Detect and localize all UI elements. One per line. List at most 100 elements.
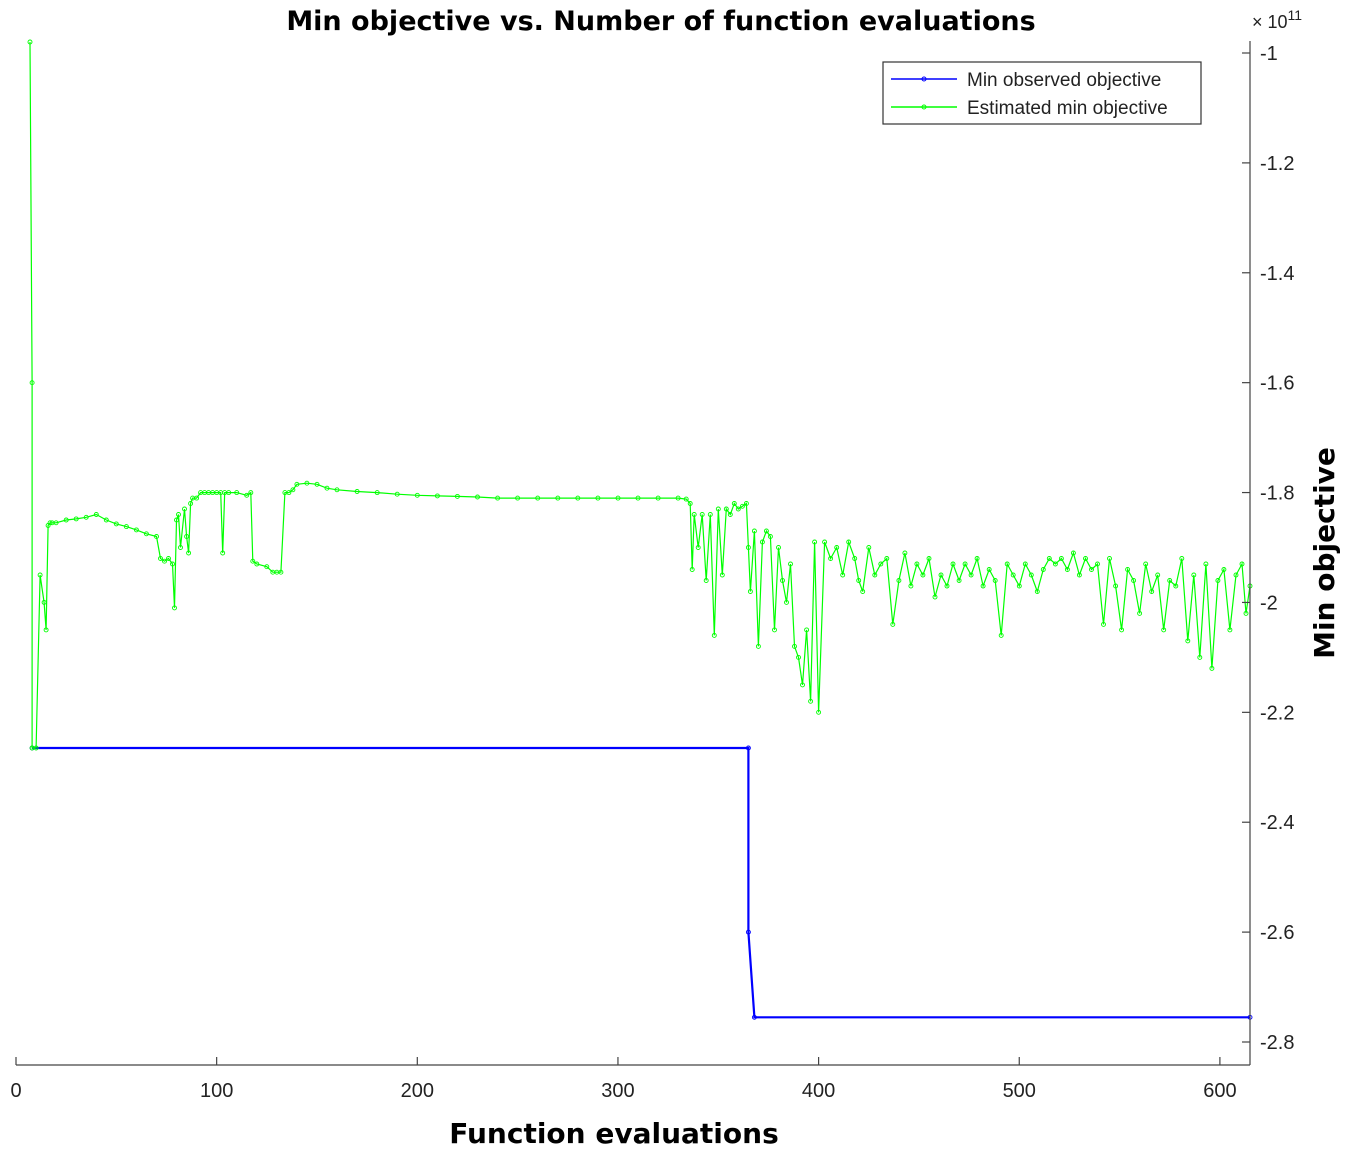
y-tick-label: -2.6 (1260, 922, 1294, 944)
data-point (691, 512, 697, 517)
data-point (1149, 589, 1155, 594)
data-point (1167, 578, 1173, 583)
data-point (354, 489, 360, 494)
plot-area (27, 39, 1253, 1020)
data-point (745, 745, 751, 751)
data-point (248, 490, 254, 496)
data-point (1010, 572, 1016, 578)
data-point (37, 572, 43, 578)
data-point (800, 682, 805, 688)
series-line (32, 746, 1250, 1019)
data-point (796, 654, 801, 660)
data-point (33, 745, 39, 751)
data-point (1004, 561, 1010, 567)
data-point (1083, 556, 1088, 561)
data-point (745, 545, 751, 550)
data-point (1203, 561, 1209, 567)
data-point (244, 492, 250, 498)
y-tick-label: -1.6 (1260, 373, 1294, 395)
data-point (804, 627, 810, 633)
data-point (788, 561, 793, 567)
data-point (1113, 583, 1119, 589)
y-tick-label: -1.4 (1260, 263, 1294, 285)
y-tick-label: -2.8 (1260, 1032, 1294, 1054)
data-point (294, 481, 300, 487)
data-point (254, 561, 260, 567)
x-tick-label: 0 (10, 1080, 21, 1102)
data-point (968, 572, 974, 578)
data-point (186, 550, 192, 556)
data-point (683, 496, 689, 502)
data-point (950, 561, 956, 567)
data-point (792, 643, 797, 649)
data-point (932, 594, 938, 600)
data-point (751, 1014, 757, 1020)
data-point (1179, 556, 1185, 561)
series-2 (27, 39, 1253, 751)
data-point (1155, 572, 1161, 578)
data-point (615, 495, 621, 501)
data-point (689, 567, 695, 572)
data-point (751, 528, 757, 534)
data-point (220, 550, 226, 556)
data-point (103, 517, 109, 523)
data-point (896, 578, 902, 583)
x-tick-label: 100 (200, 1080, 233, 1102)
data-point (635, 495, 641, 501)
data-point (250, 558, 256, 564)
data-point (278, 569, 284, 575)
chart-title: Min objective vs. Number of function eva… (286, 6, 1035, 37)
legend-swatch-marker (921, 104, 927, 110)
x-tick-label: 200 (401, 1080, 434, 1102)
data-point (866, 545, 872, 550)
data-point (1227, 627, 1233, 633)
data-point (43, 627, 49, 633)
data-point (47, 520, 53, 526)
data-point (1016, 583, 1022, 589)
data-point (908, 583, 914, 589)
y-scale-exponent: 11 (1288, 7, 1303, 23)
x-tick-label: 300 (601, 1080, 634, 1102)
data-point (1046, 556, 1052, 561)
data-point (515, 495, 521, 501)
data-point (944, 583, 950, 589)
data-point (890, 621, 896, 627)
data-point (1233, 572, 1239, 578)
data-point (123, 524, 129, 530)
legend: Min observed objective Estimated min obje… (882, 61, 1202, 125)
data-point (834, 545, 840, 550)
y-tick-label: -2.2 (1260, 702, 1294, 724)
data-point (772, 627, 777, 633)
data-point (93, 512, 99, 517)
data-point (286, 490, 292, 496)
data-point (816, 709, 822, 715)
data-point (980, 583, 986, 589)
data-point (290, 487, 296, 493)
data-point (434, 493, 440, 499)
data-point (846, 539, 852, 545)
data-point (73, 516, 79, 522)
data-point (194, 495, 200, 501)
legend-box (882, 61, 1202, 125)
data-point (938, 572, 944, 578)
data-point (555, 495, 561, 501)
x-tick-label: 500 (1003, 1080, 1036, 1102)
data-point (986, 567, 992, 572)
data-point (334, 487, 340, 493)
data-point (735, 506, 741, 512)
data-point (914, 561, 920, 567)
y-scale-multiplier: × 1011 (1252, 7, 1302, 32)
data-point (884, 556, 890, 561)
data-point (394, 491, 400, 497)
y-axis: -1 -1.2 -1.4 -1.6 -1.8 -2 -2.2 -2.4 -2.6 -2.8 (1242, 41, 1294, 1065)
data-point (1125, 567, 1131, 572)
data-point (715, 506, 721, 512)
data-point (264, 564, 270, 570)
data-point (998, 632, 1004, 638)
legend-entry-label: Estimated min objective (967, 98, 1168, 119)
data-point (860, 589, 866, 594)
x-tick-label: 600 (1203, 1080, 1236, 1102)
data-point (852, 556, 858, 561)
data-point (767, 534, 773, 539)
data-point (1243, 610, 1249, 616)
